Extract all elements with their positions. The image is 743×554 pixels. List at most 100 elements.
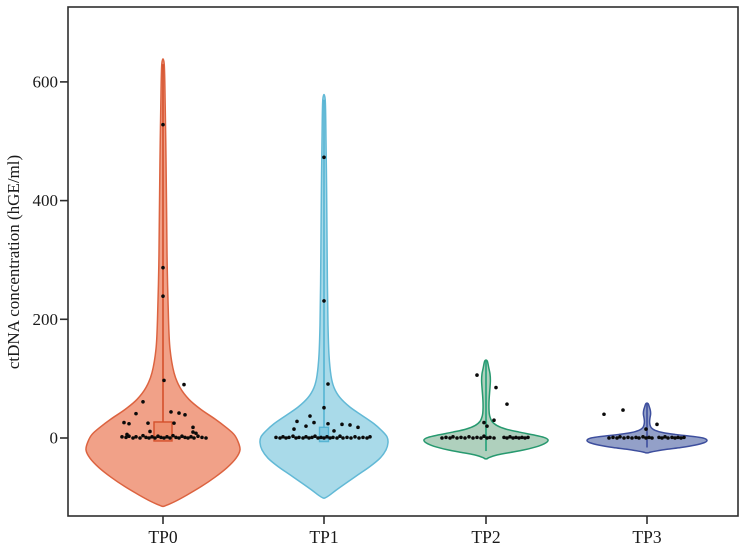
data-point [292, 427, 296, 431]
data-point [147, 436, 151, 440]
points-TP1 [274, 155, 372, 440]
data-point [138, 436, 142, 440]
data-point [301, 436, 305, 440]
data-point [162, 436, 166, 440]
data-point [316, 436, 320, 440]
data-point [475, 435, 479, 440]
data-point [365, 436, 369, 440]
data-point [655, 422, 659, 427]
data-point [637, 436, 641, 440]
data-point [313, 434, 317, 439]
data-point [177, 436, 181, 440]
data-point [310, 435, 314, 440]
data-point [134, 411, 138, 416]
data-point [191, 430, 195, 434]
data-point [345, 435, 349, 440]
data-point [169, 410, 173, 414]
data-point [326, 421, 330, 426]
data-point [508, 435, 512, 439]
data-point [644, 436, 648, 440]
points-TP0 [120, 122, 208, 440]
data-point [502, 435, 506, 440]
data-point [523, 436, 527, 440]
data-point [322, 299, 326, 303]
data-point [647, 435, 651, 440]
data-point [161, 294, 165, 298]
data-point [505, 436, 509, 440]
data-point [326, 382, 330, 386]
data-point [440, 436, 444, 440]
data-point [463, 436, 467, 440]
data-point [340, 422, 344, 427]
data-point [281, 435, 285, 439]
data-point [663, 435, 667, 439]
data-point [325, 435, 329, 439]
data-point [194, 431, 198, 436]
data-point [127, 421, 131, 426]
data-point [630, 436, 634, 440]
data-point [322, 405, 326, 410]
data-point [517, 436, 521, 440]
data-point [182, 382, 186, 387]
data-point [666, 436, 670, 440]
data-point [294, 436, 298, 440]
data-point [134, 435, 138, 439]
data-point [304, 424, 308, 428]
data-point [278, 436, 282, 440]
data-point [349, 436, 353, 440]
data-point [331, 435, 335, 440]
data-point [191, 425, 195, 430]
ytick-label-0: 0 [50, 429, 59, 448]
data-point [485, 424, 489, 428]
data-point [183, 435, 187, 440]
xtick-label-TP3: TP3 [632, 527, 661, 547]
data-point [192, 436, 196, 440]
data-point [492, 436, 496, 440]
data-point [144, 435, 148, 440]
data-point [488, 435, 492, 440]
data-point [505, 402, 509, 406]
points-TP2 [440, 373, 530, 440]
data-point [284, 436, 288, 440]
data-point [319, 435, 323, 440]
ytick-label-400: 400 [33, 191, 59, 210]
data-point [161, 265, 165, 270]
data-point [183, 413, 187, 417]
data-point [626, 435, 630, 440]
data-point [287, 435, 291, 440]
violin-group-TP0 [85, 58, 241, 508]
data-point [148, 429, 152, 434]
data-point [676, 435, 680, 440]
ytick-label-600: 600 [33, 72, 59, 91]
data-point [494, 385, 498, 390]
data-point [335, 436, 339, 440]
data-point [291, 434, 295, 439]
data-point [511, 436, 515, 440]
data-point [485, 436, 489, 440]
data-point [520, 435, 524, 440]
data-point [124, 435, 128, 440]
data-point [459, 435, 463, 440]
data-point [673, 436, 677, 440]
violin-group-TP3 [586, 402, 708, 454]
violin-box-TP1 [318, 426, 330, 443]
data-point [682, 435, 686, 440]
data-point [644, 427, 648, 431]
data-point [618, 435, 622, 439]
data-point [141, 433, 145, 438]
plot-frame [67, 6, 739, 517]
data-point [479, 436, 483, 440]
data-point [153, 436, 157, 440]
data-point [482, 420, 486, 425]
data-point [622, 436, 626, 440]
data-point [322, 436, 326, 440]
data-point [621, 408, 625, 412]
data-point [168, 436, 172, 440]
data-point [297, 435, 301, 440]
data-point [353, 435, 357, 439]
data-point [348, 423, 352, 427]
data-point [150, 435, 154, 439]
violin-group-TP1 [259, 93, 389, 499]
